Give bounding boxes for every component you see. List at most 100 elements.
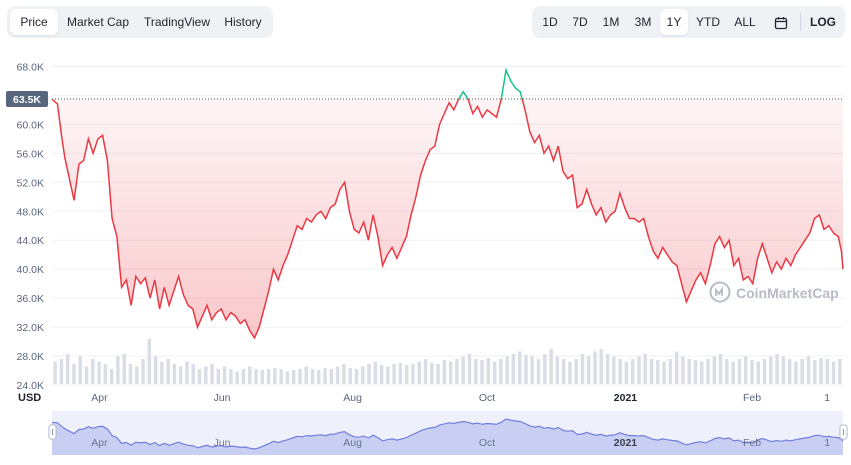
- volume-bar: [417, 361, 421, 384]
- volume-bar: [831, 361, 836, 384]
- volume-bar: [84, 366, 89, 384]
- watermark-text: CoinMarketCap: [736, 285, 839, 301]
- y-tick-label: 52.0K: [17, 177, 44, 189]
- volume-bar: [455, 359, 459, 384]
- volume-bar: [587, 356, 591, 384]
- volume-bar: [216, 369, 221, 384]
- volume-bar: [486, 358, 491, 384]
- x-tick-label: Oct: [479, 392, 495, 404]
- navigator-tick-label: Oct: [479, 437, 495, 449]
- volume-bar: [185, 361, 189, 384]
- volume-bar: [499, 359, 503, 384]
- volume-bar: [310, 369, 315, 384]
- volume-bar: [342, 364, 346, 384]
- volume-bar: [681, 356, 685, 384]
- volume-bar: [53, 361, 57, 384]
- y-tick-label: 44.0K: [17, 235, 44, 247]
- range-7d-button[interactable]: 7D: [572, 15, 588, 29]
- range-3m-button[interactable]: 3M: [634, 15, 652, 29]
- volume-bar: [561, 359, 566, 384]
- x-tick-label: Aug: [343, 392, 362, 404]
- x-tick-label: Apr: [91, 392, 108, 404]
- volume-bars: [53, 339, 842, 384]
- coinmarketcap-logo-icon: [709, 281, 731, 303]
- volume-bar: [442, 360, 447, 384]
- range-ytd-button[interactable]: YTD: [696, 15, 720, 29]
- volume-bar: [517, 351, 522, 384]
- navigator-left-handle[interactable]: [48, 424, 57, 440]
- volume-bar: [492, 361, 497, 384]
- tab-price[interactable]: Price: [10, 9, 58, 35]
- x-tick-label: Feb: [743, 392, 761, 404]
- volume-bar: [147, 339, 152, 384]
- volume-bar: [103, 364, 108, 384]
- volume-bar: [480, 360, 484, 384]
- y-tick-label: 24.0K: [17, 380, 44, 392]
- watermark: CoinMarketCap: [709, 281, 839, 303]
- currency-label: USD: [18, 392, 41, 404]
- baseline-price-tag: 63.5K: [6, 91, 48, 108]
- tab-history[interactable]: History: [224, 15, 262, 29]
- time-range-selector: 1D 7D 1M 3M 1Y YTD ALL LOG: [532, 6, 845, 38]
- volume-bar: [379, 365, 384, 384]
- volume-bar: [819, 358, 823, 384]
- volume-bar: [411, 364, 415, 384]
- volume-bar: [260, 370, 265, 384]
- calendar-button[interactable]: [768, 9, 794, 35]
- volume-bar: [580, 354, 585, 384]
- volume-bar: [637, 356, 641, 384]
- volume-bar: [273, 368, 277, 384]
- range-1m-button[interactable]: 1M: [602, 15, 620, 29]
- y-tick-label: 28.0K: [17, 351, 44, 363]
- range-navigator[interactable]: Apr Jun Aug Oct 2021 Feb 1: [48, 411, 848, 455]
- volume-bar: [373, 361, 378, 384]
- volume-bar: [423, 359, 428, 384]
- volume-bar: [323, 368, 327, 384]
- range-all-button[interactable]: ALL: [734, 15, 756, 29]
- volume-bar: [700, 361, 704, 384]
- volume-bar: [122, 354, 126, 384]
- volume-bar: [618, 359, 622, 384]
- volume-bar: [65, 354, 70, 384]
- volume-bar: [285, 371, 290, 384]
- price-line-down: [51, 99, 844, 340]
- volume-bar: [737, 359, 742, 384]
- volume-bar: [160, 361, 164, 384]
- y-tick-label: 32.0K: [17, 322, 44, 334]
- volume-bar: [630, 359, 635, 384]
- range-1d-button[interactable]: 1D: [542, 15, 558, 29]
- navigator-tick-label: Jun: [214, 437, 231, 449]
- volume-bar: [555, 356, 560, 384]
- volume-bar: [668, 359, 673, 384]
- navigator-tick-label: Aug: [343, 437, 362, 449]
- volume-bar: [838, 359, 842, 384]
- navigator-tick-label: 2021: [614, 437, 638, 449]
- volume-bar: [404, 365, 409, 384]
- volume-bar: [612, 356, 616, 384]
- volume-bar: [794, 361, 798, 384]
- volume-bar: [436, 364, 440, 384]
- volume-bar: [78, 356, 82, 384]
- volume-bar: [317, 370, 321, 384]
- volume-bar: [787, 359, 792, 384]
- y-tick-label: 60.0K: [17, 119, 44, 131]
- volume-bar: [800, 359, 804, 384]
- y-tick-label: 40.0K: [17, 264, 44, 276]
- volume-bar: [474, 359, 478, 384]
- volume-bar: [624, 361, 629, 384]
- tab-tradingview[interactable]: TradingView: [143, 15, 211, 29]
- tab-market-cap[interactable]: Market Cap: [66, 15, 130, 29]
- volume-bar: [549, 349, 553, 384]
- navigator-tick-label: Feb: [743, 437, 761, 449]
- volume-bar: [248, 366, 252, 384]
- volume-bar: [291, 370, 296, 384]
- volume-bar: [197, 369, 202, 384]
- volume-bar: [467, 354, 472, 384]
- range-1y-button[interactable]: 1Y: [660, 9, 688, 35]
- volume-bar: [731, 361, 735, 384]
- volume-bar: [656, 360, 660, 384]
- volume-bar: [712, 356, 717, 384]
- navigator-right-handle[interactable]: [839, 424, 848, 440]
- log-scale-button[interactable]: LOG: [810, 15, 836, 29]
